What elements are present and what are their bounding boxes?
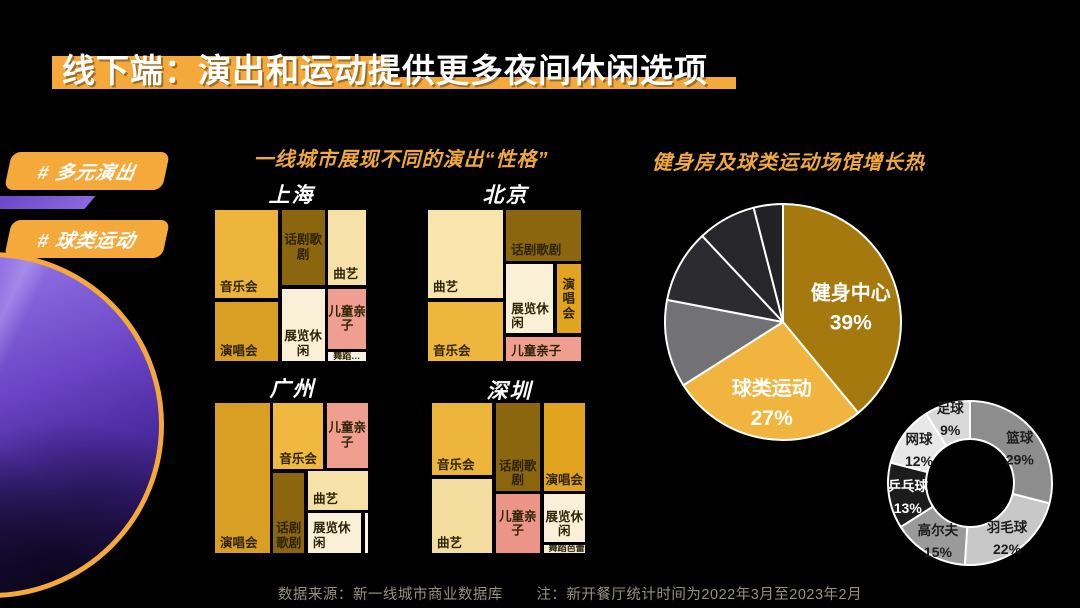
treemap-cell: 曲艺 xyxy=(432,479,492,553)
donut-slice-label: 足球 xyxy=(937,400,964,416)
treemap-shanghai: 音乐会演唱会 话剧歌剧展览休闲 曲艺儿童亲子舞蹈… xyxy=(215,210,368,363)
treemap-cell: 话剧歌剧 xyxy=(495,403,541,491)
treemap-cell-label: 舞蹈… xyxy=(333,352,361,361)
treemap-cell: 音乐会 xyxy=(432,403,492,476)
treemap-cell-label: 曲艺 xyxy=(313,492,339,507)
treemap-cell-label: 音乐会 xyxy=(279,452,317,467)
city-label-guangzhou: 广州 xyxy=(269,378,316,401)
treemap-cell-label: 演唱会 xyxy=(220,343,258,358)
treemap-cell-label: 展览休闲 xyxy=(511,301,549,331)
footer-source: 数据来源：新一线城市商业数据库 xyxy=(277,587,503,603)
photo-sliver-decoration xyxy=(0,196,96,209)
treemap-cell: 演唱会 xyxy=(543,403,585,491)
treemap-cell-label: 话剧歌剧 xyxy=(511,243,562,258)
treemap-cell-label: 演唱会 xyxy=(220,535,258,550)
donut-slice-label: 乒乓球 xyxy=(888,478,929,494)
treemap-cell: 演唱会 xyxy=(556,264,581,334)
treemap-cell-label: 音乐会 xyxy=(437,458,475,473)
treemap-cell-label: 儿童亲子 xyxy=(511,343,562,358)
donut-slice-label: 网球 xyxy=(906,431,934,447)
treemap-shenzhen: 音乐会曲艺 话剧歌剧儿童亲子 演唱会展览休闲舞蹈芭蕾 xyxy=(432,403,587,555)
treemap-cell: 儿童亲子 xyxy=(495,494,541,553)
treemap-cell: 儿童亲子 xyxy=(326,403,368,468)
treemap-cell-label: 曲艺 xyxy=(333,267,359,282)
treemap-cell: 话剧歌剧 xyxy=(281,210,325,285)
treemap-cell: 舞蹈芭蕾 xyxy=(543,545,585,553)
left-section-heading: 一线城市展现不同的演出“性格” xyxy=(253,149,549,171)
treemap-cell-label: 话剧歌剧 xyxy=(499,458,537,488)
treemap-cell-label: 演唱会 xyxy=(545,473,584,488)
title-highlight-block xyxy=(52,56,390,89)
treemap-cell: 展览休闲 xyxy=(506,264,554,334)
treemap-cell-label: 音乐会 xyxy=(220,280,258,295)
treemap-cell-label: 演唱会 xyxy=(562,277,576,321)
treemap-cell xyxy=(364,513,368,553)
pie-slice xyxy=(682,321,860,441)
treemap-cell-label: 曲艺 xyxy=(433,280,459,295)
treemap-cell-label: 儿童亲子 xyxy=(328,304,366,333)
treemap-cell: 展览休闲 xyxy=(308,513,362,553)
treemap-cell: 话剧歌剧 xyxy=(506,210,581,261)
pie-slice xyxy=(666,234,784,323)
ball-sports-donut-chart: 篮球 29% 羽毛球 22% 高尔夫 15% 乒乓球 13% 网球 12% 足球 9% xyxy=(887,400,1053,566)
treemap-cell: 音乐会 xyxy=(273,403,324,470)
treemap-cell-label: 曲艺 xyxy=(437,535,463,550)
city-label-shenzhen: 深圳 xyxy=(486,380,533,403)
gym-sports-pie-chart: 健身中心 39% 球类运动 27% xyxy=(664,203,902,441)
treemap-cell: 音乐会 xyxy=(215,210,279,298)
treemap-cell-label: 话剧歌剧 xyxy=(284,232,322,262)
treemap-cell-label: 音乐会 xyxy=(433,343,471,358)
treemap-cell: 展览休闲 xyxy=(543,494,585,542)
treemap-cell: 曲艺 xyxy=(308,471,368,510)
donut-slice-label: 15% xyxy=(924,544,953,560)
badge-diverse-performance: # 多元演出 xyxy=(3,152,171,190)
treemap-cell: 儿童亲子 xyxy=(506,336,581,361)
title-underline-block xyxy=(390,77,736,89)
page-title: 线下端：演出和运动提供更多夜间休闲选项 xyxy=(62,52,708,89)
pie-slice xyxy=(782,203,902,414)
treemap-cell: 曲艺 xyxy=(328,210,366,285)
city-label-shanghai: 上海 xyxy=(268,184,315,207)
treemap-guangzhou: 演唱会 音乐会话剧歌剧 儿童亲子曲艺展览休闲 xyxy=(215,403,370,555)
donut-slice-label: 22% xyxy=(993,541,1022,557)
treemap-cell: 展览休闲 xyxy=(281,288,325,361)
donut-slice-label: 高尔夫 xyxy=(918,522,959,538)
donut-slice-label: 13% xyxy=(894,500,923,516)
treemap-cell: 曲艺 xyxy=(428,210,503,298)
treemap-cell-label: 舞蹈芭蕾 xyxy=(548,545,585,553)
treemap-cell-label: 儿童亲子 xyxy=(499,509,537,538)
treemap-cell-label: 儿童亲子 xyxy=(328,421,367,450)
treemap-cell-label: 话剧歌剧 xyxy=(276,521,302,550)
treemap-cell: 舞蹈… xyxy=(328,352,366,361)
pie-slice-label: 39% xyxy=(830,312,872,335)
footer-note: 注：新开餐厅统计时间为2022年3月至2023年2月 xyxy=(536,587,863,603)
pie-slice-label: 健身中心 xyxy=(811,281,891,305)
treemap-cell: 演唱会 xyxy=(215,403,270,553)
donut-slice xyxy=(969,400,1053,505)
concert-photo xyxy=(0,252,164,598)
treemap-cell: 儿童亲子 xyxy=(328,288,366,349)
treemap-beijing: 曲艺音乐会 话剧歌剧展览休闲 演唱会儿童亲子 xyxy=(428,210,583,363)
treemap-cell: 话剧歌剧 xyxy=(273,472,305,553)
donut-slice-label: 29% xyxy=(1006,451,1035,467)
treemap-cell-label: 展览休闲 xyxy=(284,329,322,358)
donut-slice-label: 12% xyxy=(905,453,934,469)
right-section-heading: 健身房及球类运动场馆增长热 xyxy=(652,152,925,174)
badge-ball-sports: # 球类运动 xyxy=(3,220,171,258)
treemap-cell-label: 展览休闲 xyxy=(545,509,584,539)
footer: 数据来源：新一线城市商业数据库 注：新开餐厅统计时间为2022年3月至2023年… xyxy=(60,583,1080,604)
donut-slice-label: 羽毛球 xyxy=(987,519,1028,535)
pie-slice xyxy=(664,298,784,387)
donut-slice xyxy=(925,400,971,447)
treemap-cell-label: 展览休闲 xyxy=(313,521,351,550)
donut-slice-label: 9% xyxy=(940,422,961,438)
pie-slice-label: 27% xyxy=(751,407,793,430)
pie-slice-label: 球类运动 xyxy=(732,377,812,400)
city-label-beijing: 北京 xyxy=(482,184,529,207)
treemap-cell: 演唱会 xyxy=(215,301,279,361)
pie-slice xyxy=(752,203,784,323)
donut-slice-label: 篮球 xyxy=(1005,429,1034,445)
treemap-cell: 音乐会 xyxy=(428,301,503,361)
